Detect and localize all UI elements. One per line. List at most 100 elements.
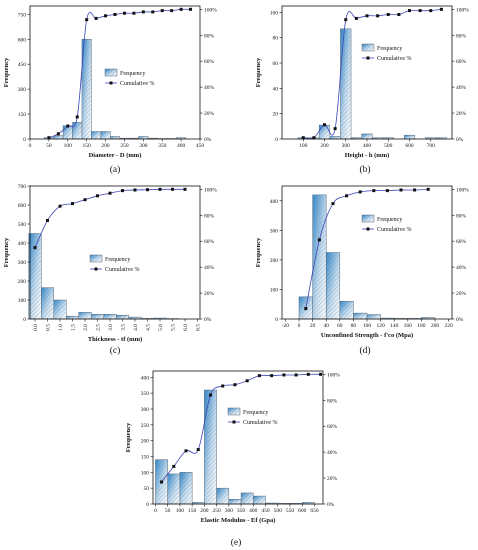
y-tick-label: 100: [270, 287, 279, 293]
bar-outline-6: [91, 131, 102, 140]
x-tick-label: 140: [390, 323, 399, 329]
x-tick-label: 250: [120, 143, 129, 149]
cumulative-point-3: [331, 202, 335, 206]
x-axis-label: Diameter - D (mm): [89, 152, 142, 159]
y-tick-label: 150: [141, 455, 150, 461]
x-axis-label: Unconfined Strength - f'co (Mpa): [321, 332, 413, 339]
cumulative-point-5: [85, 18, 89, 22]
y2-tick-label: 40%: [456, 265, 467, 271]
y2-tick-label: 20%: [327, 476, 338, 482]
cumulative-point-12: [294, 373, 298, 377]
x-tick-label: 100: [64, 143, 73, 149]
cumulative-point-9: [386, 13, 390, 17]
bar-outline-11: [403, 134, 416, 140]
legend-swatch-frequency-outline: [361, 43, 375, 52]
x-tick-label: 5.5: [171, 324, 177, 331]
y2-tick-label: 20%: [456, 111, 467, 117]
x-tick-label: 6.0: [183, 324, 189, 331]
bar-outline-4: [66, 315, 79, 320]
plot-frame: [281, 5, 453, 140]
bar-outline-5: [353, 312, 368, 320]
x-tick-label: 150: [188, 508, 197, 514]
cumulative-point-5: [344, 18, 348, 22]
chart-panel-1: 0 50 100 150 200 250 300 350 400 450 0 150 300 450 600…: [3, 5, 217, 175]
y-tick-label: 300: [141, 407, 150, 413]
y-axis-label: Frequency: [3, 57, 10, 87]
cumulative-point-15: [179, 7, 183, 11]
y-tick-label: 300: [18, 260, 27, 266]
y2-tick-label: 60%: [456, 239, 467, 245]
y2-tick-label: 0%: [456, 137, 464, 143]
cumulative-point-14: [170, 9, 174, 13]
legend-label-frequency: Frequency: [377, 46, 402, 52]
y-tick-label: 20: [273, 112, 279, 118]
panel-caption: (b): [359, 164, 370, 175]
y-tick-label: 80: [273, 36, 279, 42]
bar-outline-3: [179, 472, 193, 505]
cumulative-point-1: [301, 136, 305, 140]
x-tick-label: 0: [298, 323, 301, 329]
y-tick-label: 100: [18, 298, 27, 304]
cumulative-point-9: [413, 188, 417, 192]
cumulative-point-7: [385, 189, 389, 193]
legend-label-cumulative: Cumulative %: [120, 81, 155, 87]
y-tick-label: 200: [18, 279, 27, 285]
legend-marker-cumulative: [232, 420, 236, 424]
cumulative-point-11: [141, 10, 145, 14]
y2-tick-label: 80%: [204, 33, 215, 39]
cumulative-point-1: [160, 480, 164, 484]
cumulative-point-10: [132, 11, 136, 15]
bar-outline-3: [53, 299, 67, 320]
x-tick-label: 3.5: [121, 324, 127, 331]
bar-outline-7: [103, 314, 117, 320]
cumulative-line: [34, 188, 185, 248]
x-tick-label: 1.5: [71, 324, 77, 331]
x-tick-label: 5.0: [158, 324, 164, 331]
x-tick-label: 50: [46, 143, 52, 149]
x-tick-label: 200: [200, 508, 209, 514]
chart-panel-5: 0 50 100 150 200 250 300 350 400 450 500 550 600 6500…: [125, 370, 340, 548]
x-axis-label: Height - h (mm): [345, 152, 390, 159]
x-tick-label: 0: [154, 508, 157, 514]
cumulative-point-3: [66, 124, 70, 128]
y2-tick-label: 40%: [456, 85, 467, 91]
bar-outline-8: [240, 492, 254, 505]
legend-label-cumulative: Cumulative %: [377, 56, 412, 62]
legend: Frequency Cumulative %: [227, 407, 278, 426]
x-tick-label: 50: [165, 508, 171, 514]
cumulative-line: [305, 188, 429, 309]
y-axis-label: Frequency: [255, 237, 262, 267]
bar-outline-5: [340, 28, 352, 140]
y2-tick-label: 0%: [327, 502, 335, 508]
bar-outline-3: [318, 124, 331, 140]
cumulative-point-2: [172, 464, 176, 468]
legend-swatch-frequency-outline: [104, 68, 118, 77]
bar-outline-9: [253, 495, 266, 505]
x-tick-label: 350: [237, 508, 246, 514]
cumulative-point-13: [160, 9, 164, 13]
cumulative-point-5: [208, 393, 212, 397]
panel-caption: (a): [110, 164, 121, 175]
legend-swatch-frequency-outline: [361, 214, 375, 223]
legend-marker-cumulative: [109, 81, 113, 85]
cumulative-point-8: [245, 379, 249, 383]
cumulative-point-6: [372, 189, 376, 193]
cumulative-point-14: [319, 372, 323, 376]
x-tick-label: 4.5: [146, 324, 152, 331]
x-axis-label: Thickness - tf (mm): [88, 336, 142, 343]
cumulative-point-1: [47, 136, 51, 140]
x-tick-label: 400: [363, 143, 372, 149]
cumulative-point-9: [133, 188, 137, 192]
cumulative-point-6: [94, 16, 98, 20]
cumulative-point-3: [58, 204, 62, 208]
x-tick-label: 100: [363, 323, 372, 329]
legend-marker-cumulative: [94, 267, 98, 271]
legend-label-cumulative: Cumulative %: [377, 227, 412, 233]
cumulative-point-2: [46, 218, 49, 222]
x-tick-label: 400: [249, 508, 258, 514]
legend-label-cumulative: Cumulative %: [105, 267, 140, 273]
y2-tick-label: 60%: [204, 239, 215, 245]
x-tick-label: 650: [310, 508, 319, 514]
y2-tick-label: 100%: [204, 187, 217, 193]
